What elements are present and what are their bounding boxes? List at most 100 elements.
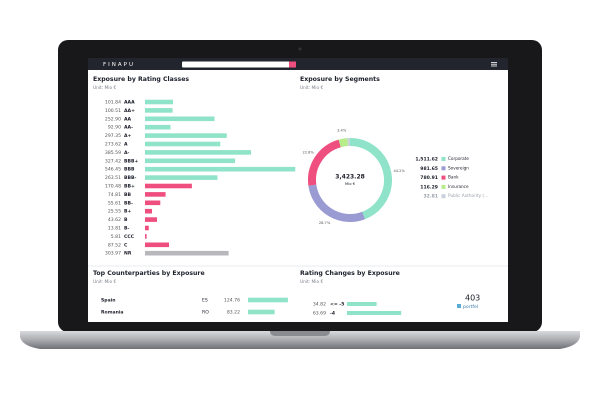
- panel-title: Rating Changes by Exposure: [300, 270, 400, 277]
- value-label: 92.90: [108, 125, 121, 131]
- value-label: 327.42: [105, 158, 121, 164]
- bar: [145, 250, 229, 256]
- legend-label: Sovereign: [448, 165, 469, 170]
- value-label: 25.55: [108, 209, 121, 215]
- percent-label: 28.7%: [319, 221, 331, 225]
- category-label: BB+: [124, 184, 135, 190]
- donut-slice: [308, 184, 366, 222]
- value-label: 385.59: [105, 150, 121, 156]
- value-label: 101.84: [105, 100, 121, 106]
- legend-value: 1,511.62: [415, 157, 438, 163]
- bar: [248, 297, 288, 303]
- bar: [145, 133, 227, 138]
- bar: [347, 311, 402, 315]
- category-label: BB-: [124, 200, 133, 206]
- legend-value: 116.29: [420, 184, 438, 190]
- search-button[interactable]: [289, 61, 296, 68]
- donut-slice: [308, 139, 342, 186]
- legend-label: Insurance: [448, 184, 469, 189]
- value-label: 87.52: [108, 242, 121, 248]
- bar: [145, 141, 221, 147]
- legend-label: Bank: [448, 175, 459, 180]
- value-label: 34.82: [313, 302, 326, 308]
- percent-label: 3.4%: [337, 129, 347, 133]
- panel-title: Top Counterparties by Exposure: [93, 270, 205, 277]
- value-label: 263.51: [105, 175, 121, 181]
- panel-unit: Unit: Mio €: [93, 279, 116, 285]
- bar: [145, 183, 192, 189]
- bar: [145, 116, 215, 122]
- laptop-base: [20, 331, 580, 349]
- legend-label: Corporate: [448, 156, 469, 161]
- category-label: AAA: [124, 100, 135, 106]
- value-label: 273.62: [105, 142, 121, 148]
- code-label: ES: [202, 298, 208, 304]
- menu-button[interactable]: [491, 62, 497, 67]
- value-label: 303.97: [105, 251, 121, 257]
- panel-unit: Unit: Mio €: [300, 85, 323, 91]
- value-label: 252.90: [105, 116, 121, 122]
- category-label: AA-: [124, 125, 133, 131]
- category-label: <= -5: [330, 302, 344, 308]
- legend-label: Public Authority (...: [448, 193, 488, 198]
- center-unit: Mio €: [345, 181, 356, 186]
- value-label: 297.35: [105, 133, 121, 139]
- bar: [145, 150, 252, 155]
- legend-swatch: [441, 184, 446, 189]
- bar: [145, 200, 161, 206]
- side-value: 403: [465, 294, 480, 303]
- panel-title: Exposure by Rating Classes: [93, 76, 189, 83]
- panel-unit: Unit: Mio €: [93, 85, 116, 91]
- bar: [145, 175, 218, 180]
- category-label: AA+: [124, 108, 135, 114]
- bar: [145, 208, 153, 214]
- category-label: A: [124, 142, 128, 148]
- category-label: Romania: [101, 310, 124, 316]
- screen-bg: [88, 58, 508, 322]
- legend-value: 780.91: [420, 175, 438, 181]
- category-label: -4: [330, 311, 335, 317]
- search-bar[interactable]: [182, 61, 296, 68]
- value-label: 74.81: [108, 192, 121, 198]
- value-label: 63.69: [313, 311, 326, 317]
- value-label: 55.61: [108, 200, 121, 206]
- bar: [145, 158, 236, 164]
- category-label: NR: [124, 251, 132, 257]
- bar: [145, 242, 170, 248]
- value-label: 83.22: [227, 310, 240, 316]
- panel-unit: Unit: Mio €: [300, 279, 323, 285]
- value-label: 43.62: [108, 217, 121, 223]
- top-bar: [88, 58, 508, 70]
- value-label: 170.48: [105, 184, 121, 190]
- logo: FINAPU: [103, 62, 135, 68]
- bar: [145, 192, 166, 197]
- category-label: B+: [124, 209, 132, 215]
- category-label: CCC: [124, 234, 135, 240]
- category-label: B: [124, 217, 128, 223]
- bar: [145, 108, 173, 113]
- legend-swatch: [441, 166, 446, 171]
- side-swatch: [457, 304, 461, 308]
- legend-swatch: [441, 157, 446, 161]
- category-label: BBB-: [124, 175, 137, 181]
- category-label: BBB: [124, 167, 135, 173]
- side-label: portfel: [463, 304, 478, 310]
- category-label: C: [124, 242, 128, 248]
- code-label: RO: [202, 310, 209, 316]
- percent-label: 22.8%: [302, 151, 314, 155]
- category-label: BBB+: [124, 158, 139, 164]
- camera: [298, 47, 302, 51]
- value-label: 100.51: [105, 108, 121, 114]
- legend-value: 981.65: [420, 166, 438, 172]
- category-label: B-: [124, 226, 130, 232]
- center-label: 3,423.28: [335, 174, 365, 181]
- legend-swatch: [441, 175, 446, 180]
- bar: [145, 124, 171, 130]
- bar: [145, 234, 147, 239]
- bar: [347, 302, 377, 306]
- category-label: A-: [124, 150, 130, 156]
- value-label: 13.81: [108, 226, 121, 232]
- category-label: A+: [124, 133, 132, 139]
